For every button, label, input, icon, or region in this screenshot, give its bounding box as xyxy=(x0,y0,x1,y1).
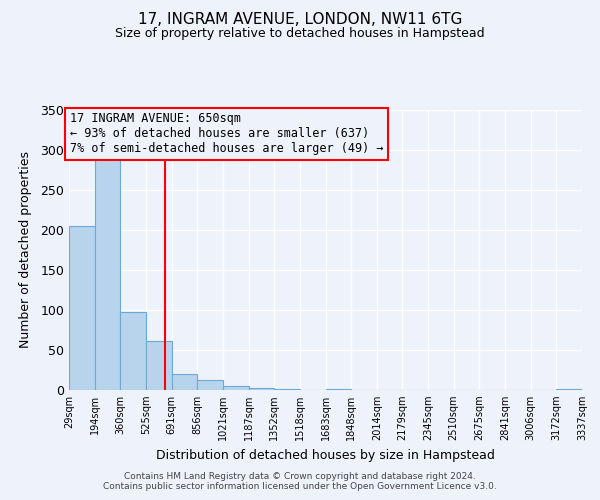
Text: Contains public sector information licensed under the Open Government Licence v3: Contains public sector information licen… xyxy=(103,482,497,491)
Bar xyxy=(146,341,172,390)
Text: 17, INGRAM AVENUE, LONDON, NW11 6TG: 17, INGRAM AVENUE, LONDON, NW11 6TG xyxy=(138,12,462,28)
Bar xyxy=(556,389,582,390)
Bar xyxy=(172,374,197,390)
Bar xyxy=(69,226,95,390)
Text: 17 INGRAM AVENUE: 650sqm
← 93% of detached houses are smaller (637)
7% of semi-d: 17 INGRAM AVENUE: 650sqm ← 93% of detach… xyxy=(70,112,383,156)
Bar xyxy=(223,386,248,390)
Bar xyxy=(325,389,351,390)
Text: Size of property relative to detached houses in Hampstead: Size of property relative to detached ho… xyxy=(115,28,485,40)
Bar xyxy=(121,312,146,390)
X-axis label: Distribution of detached houses by size in Hampstead: Distribution of detached houses by size … xyxy=(156,449,495,462)
Y-axis label: Number of detached properties: Number of detached properties xyxy=(19,152,32,348)
Text: Contains HM Land Registry data © Crown copyright and database right 2024.: Contains HM Land Registry data © Crown c… xyxy=(124,472,476,481)
Bar xyxy=(95,157,121,390)
Bar xyxy=(248,388,274,390)
Bar xyxy=(197,380,223,390)
Bar xyxy=(274,389,300,390)
